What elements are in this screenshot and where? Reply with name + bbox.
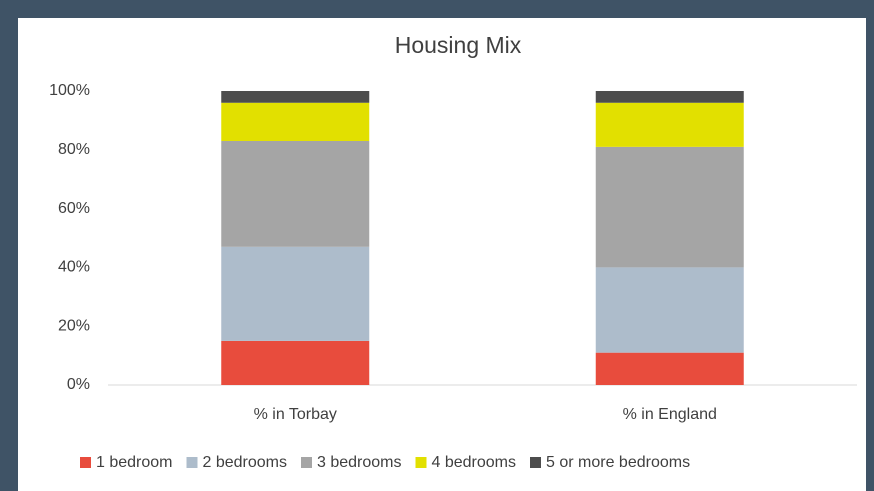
x-tick-label: % in Torbay: [254, 406, 337, 423]
bar-segment: [595, 102, 744, 147]
bar-segment: [221, 340, 370, 385]
legend-label: 3 bedrooms: [317, 454, 402, 471]
legend-label: 2 bedrooms: [203, 454, 288, 471]
y-tick-label: 80%: [58, 141, 90, 158]
y-tick-label: 40%: [58, 259, 90, 276]
legend-swatch: [530, 457, 541, 468]
legend-swatch: [186, 457, 198, 468]
legend-swatch: [301, 457, 312, 468]
bar-segment: [595, 146, 744, 268]
legend-swatch: [80, 457, 91, 468]
legend-label: 5 or more bedrooms: [546, 454, 690, 471]
chart-title: Housing Mix: [395, 32, 522, 58]
y-tick-label: 60%: [58, 200, 90, 217]
legend-label: 4 bedrooms: [432, 454, 517, 471]
y-tick-label: 0%: [67, 376, 90, 393]
legend-label: 1 bedroom: [96, 454, 173, 471]
bar-segment: [595, 91, 744, 103]
bar-segment: [595, 352, 744, 385]
bar-segment: [221, 140, 370, 247]
bar-segment: [221, 246, 370, 341]
bar-segment: [595, 267, 744, 353]
bar-segment: [221, 91, 370, 103]
legend-swatch: [415, 457, 427, 468]
x-tick-label: % in England: [623, 406, 717, 423]
bar-segment: [221, 102, 370, 141]
y-tick-label: 100%: [49, 82, 90, 99]
y-tick-label: 20%: [58, 317, 90, 334]
